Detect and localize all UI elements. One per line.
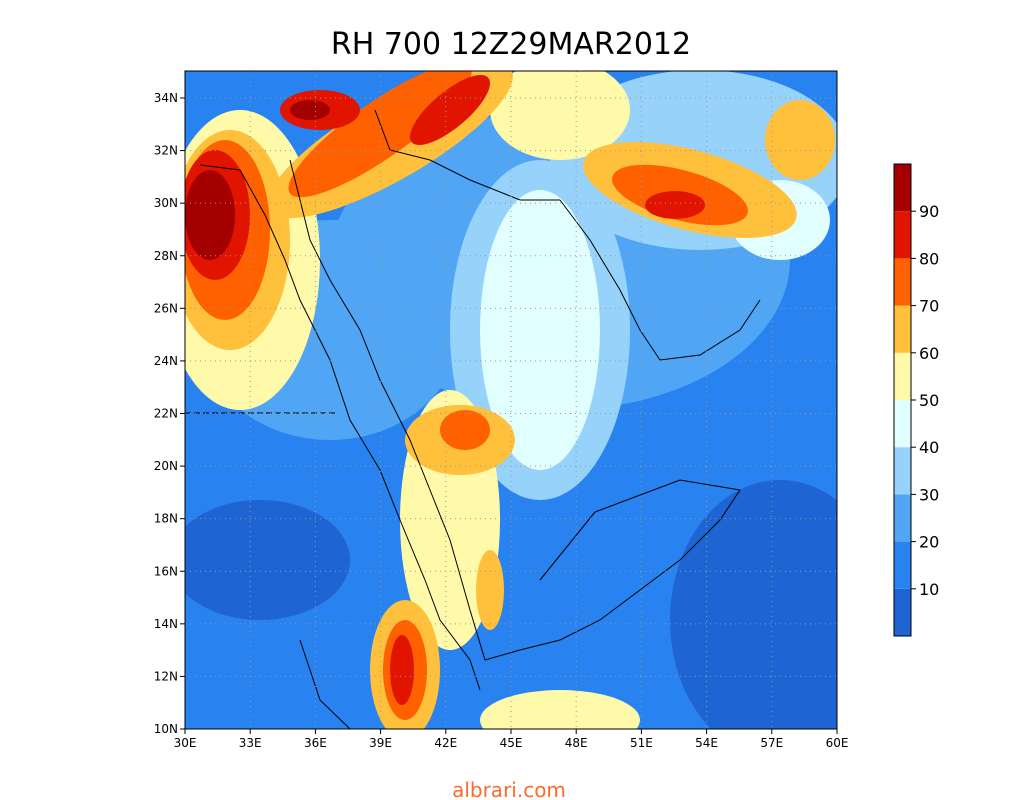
- colorbar-label: 60: [919, 344, 939, 363]
- y-tick-label: 18N: [154, 512, 178, 526]
- y-tick-label: 22N: [154, 407, 178, 421]
- y-tick-label: 24N: [154, 354, 178, 368]
- colorbar-label: 50: [919, 391, 939, 410]
- colorbar-swatch: [894, 258, 911, 306]
- y-tick-label: 14N: [154, 617, 178, 631]
- colorbar-swatch: [894, 305, 911, 353]
- rh-field: [185, 71, 837, 729]
- colorbar-label: 40: [919, 438, 939, 457]
- x-tick-label: 33E: [239, 736, 262, 750]
- colorbar-swatch: [894, 541, 911, 589]
- colorbar-label: 20: [919, 533, 939, 552]
- colorbar-swatch: [894, 588, 911, 636]
- colorbar-swatch: [894, 447, 911, 495]
- x-tick-label: 60E: [826, 736, 849, 750]
- plot-frame: [184, 70, 838, 730]
- x-tick-label: 48E: [565, 736, 588, 750]
- x-tick-label: 42E: [434, 736, 457, 750]
- y-tick-label: 12N: [154, 669, 178, 683]
- y-tick-label: 32N: [154, 144, 178, 158]
- colorbar-label: 30: [919, 485, 939, 504]
- graticule: 30E 33E 36E 39E 42E 45E 48E 51E 54E 57E 60E 10N 12N 1…: [154, 71, 849, 750]
- colorbar-label: 90: [919, 202, 939, 221]
- colorbar-swatch: [894, 352, 911, 400]
- watermark: albrari.com: [452, 778, 566, 800]
- colorbar-label: 10: [919, 580, 939, 599]
- colorbar-swatch: [894, 211, 911, 259]
- y-tick-label: 30N: [154, 196, 178, 210]
- colorbar-swatch: [894, 494, 911, 542]
- x-tick-label: 30E: [174, 736, 197, 750]
- y-tick-label: 20N: [154, 459, 178, 473]
- colorbar-swatch: [894, 164, 911, 212]
- x-tick-label: 36E: [304, 736, 327, 750]
- colorbar: 10 20 30 40 50 60 70 80 90: [893, 163, 939, 637]
- y-tick-label: 10N: [154, 722, 178, 736]
- y-tick-label: 34N: [154, 91, 178, 105]
- x-tick-label: 57E: [760, 736, 783, 750]
- colorbar-label: 70: [919, 297, 939, 316]
- y-tick-label: 26N: [154, 301, 178, 315]
- colorbar-swatch: [894, 400, 911, 448]
- y-tick-label: 28N: [154, 249, 178, 263]
- x-tick-label: 51E: [630, 736, 653, 750]
- x-tick-label: 54E: [695, 736, 718, 750]
- y-tick-label: 16N: [154, 564, 178, 578]
- colorbar-label: 80: [919, 249, 939, 268]
- x-tick-label: 45E: [500, 736, 523, 750]
- x-tick-label: 39E: [369, 736, 392, 750]
- map-title: RH 700 12Z29MAR2012: [331, 27, 691, 62]
